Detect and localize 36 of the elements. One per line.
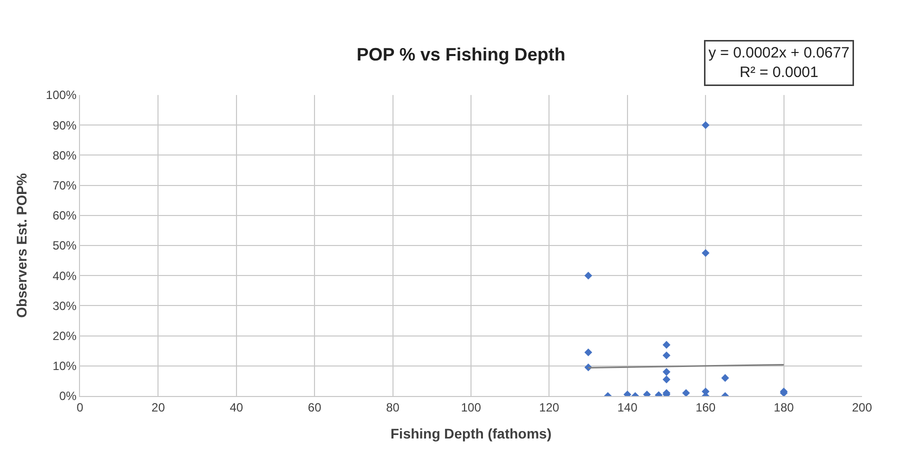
text: y = 0.0002x + 0.0677 R² = 0.0001	[708, 44, 850, 81]
x-tick-label: 0	[76, 400, 84, 414]
point	[702, 121, 710, 129]
x-tick-label: 200	[852, 400, 872, 414]
y-tick-label: 80%	[52, 148, 77, 162]
point	[584, 272, 592, 280]
chart-title: POP % vs Fishing Depth	[356, 44, 566, 64]
y-tick-label: 100%	[46, 88, 77, 102]
y-tick-label: 60%	[52, 208, 77, 223]
point	[682, 389, 690, 396]
y-tick-label: 20%	[52, 329, 77, 343]
x-tick-label: 140	[617, 400, 638, 414]
x-tick-label: 160	[696, 400, 716, 414]
point	[584, 348, 592, 356]
x-tick-label: 60	[308, 400, 322, 414]
x-tick-label: 100	[460, 400, 482, 414]
y-tick-label: 30%	[52, 298, 77, 313]
point	[702, 249, 710, 257]
x-tick-label: 40	[230, 400, 244, 414]
point	[662, 368, 670, 376]
point	[662, 376, 670, 384]
y-tick-label: 50%	[52, 238, 77, 253]
y-tick-label: 40%	[52, 268, 77, 283]
y-tick-label: 90%	[52, 118, 77, 132]
x-axis-title: Fishing Depth (fathoms)	[390, 426, 552, 442]
x-tick-label: 80	[386, 400, 400, 414]
point	[721, 374, 730, 382]
y-tick-label: 70%	[52, 178, 77, 192]
x-tick-label: 20	[152, 400, 166, 414]
y-tick-label: 10%	[52, 359, 77, 374]
y-axis-title: Observers Est. POP%	[13, 172, 30, 318]
y-tick-label: 0%	[59, 389, 77, 404]
point	[662, 340, 670, 349]
x-tick-label: 120	[539, 400, 560, 414]
point	[662, 351, 670, 360]
x-tick-label: 180	[774, 400, 794, 414]
